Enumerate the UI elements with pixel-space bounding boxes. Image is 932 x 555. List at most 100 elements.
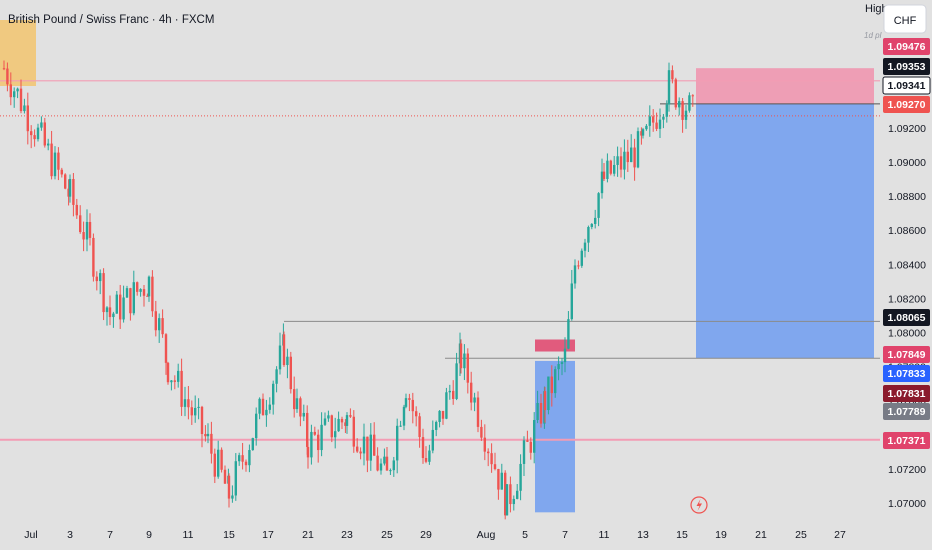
candle-body [529, 441, 532, 453]
candle-body [16, 88, 19, 92]
candle-body [295, 398, 299, 410]
candle-body [623, 151, 626, 170]
candle-body [459, 343, 463, 369]
candle-body [241, 455, 244, 462]
candle-body [554, 369, 557, 394]
candle-body [204, 434, 207, 437]
candle-body [512, 498, 515, 505]
candle-body [369, 434, 372, 461]
candle-body [64, 174, 67, 189]
candle-body [142, 289, 146, 296]
candle-body [206, 433, 210, 437]
candle-body [68, 178, 72, 197]
y-tick-label: 1.08800 [888, 191, 926, 203]
candle-body [383, 456, 386, 464]
short-position-target-zone[interactable] [696, 103, 874, 359]
candle-body [500, 472, 503, 490]
candle-body [258, 398, 261, 414]
price-axis-label[interactable]: 1.07831 [883, 385, 930, 402]
price-axis-label[interactable]: 1.09341 [882, 76, 931, 95]
y-tick-label: 1.08600 [888, 225, 926, 237]
candle-body [379, 463, 383, 471]
price-axis-label[interactable]: 1.07789 [883, 403, 930, 420]
price-axis-label[interactable]: 1.09353 [883, 58, 930, 75]
candle-body [580, 250, 583, 266]
candle-body [536, 403, 539, 421]
candle-body [594, 217, 597, 224]
candle-body [570, 283, 573, 320]
candle-body [445, 392, 448, 419]
candle-body [480, 426, 483, 438]
candle-body [547, 376, 550, 411]
x-tick-label: 13 [637, 529, 649, 541]
candle-body [600, 171, 604, 194]
candle-body [466, 353, 469, 383]
x-tick-label: 19 [715, 529, 727, 541]
candle-body [40, 122, 43, 128]
price-axis-label-bg [883, 96, 930, 113]
candle-body [79, 215, 82, 233]
candle-body [57, 152, 60, 170]
x-tick-label: 9 [146, 529, 152, 541]
price-axis-label-bg [883, 309, 930, 326]
candle-body [286, 356, 289, 366]
candle-body [691, 95, 694, 97]
candle-body [606, 160, 609, 179]
price-axis-label[interactable]: 1.09270 [883, 96, 930, 113]
alert-flash-icon[interactable] [690, 496, 708, 514]
candle-body [164, 334, 168, 363]
candle-body [526, 440, 529, 442]
candle-body [392, 460, 395, 471]
candle-body [306, 446, 310, 458]
candle-body [75, 204, 78, 216]
price-axis-label[interactable]: 1.09476 [883, 38, 930, 55]
currency-button[interactable]: CHF [883, 4, 927, 34]
candle-body [299, 398, 302, 417]
candle-body [616, 156, 619, 165]
candle-body [550, 376, 553, 394]
price-axis-label[interactable]: 1.08065 [883, 309, 930, 326]
candle-body [30, 131, 33, 136]
candle-body [122, 297, 125, 320]
candle-body [210, 433, 213, 454]
candle-body [119, 294, 122, 320]
candle-body [560, 362, 564, 365]
price-axis-label[interactable]: 1.07371 [883, 432, 930, 449]
candle-body [577, 265, 580, 267]
candle-body [306, 412, 309, 447]
candle-body [261, 398, 265, 416]
candle-body [356, 446, 359, 452]
candle-body [268, 404, 271, 410]
candle-body [497, 469, 500, 490]
candle-body [139, 289, 142, 292]
price-axis-label-text: 1.07833 [888, 368, 926, 380]
candle-body [557, 364, 560, 370]
price-axis-label[interactable]: 1.07833 [883, 365, 930, 382]
candle-body [590, 223, 593, 228]
x-tick-label: 25 [381, 529, 393, 541]
price-axis-label-bg [883, 346, 930, 363]
y-tick-label: 1.08400 [888, 259, 926, 271]
candle-body [317, 434, 320, 451]
candle-body [567, 319, 570, 349]
candle-body [640, 131, 643, 136]
price-axis-label[interactable]: 1.07849 [883, 346, 930, 363]
candle-body [609, 160, 612, 174]
candle-body [313, 431, 316, 435]
candle-body [183, 399, 187, 407]
candle-body [154, 311, 157, 331]
candle-body [177, 370, 180, 382]
candle-body [655, 122, 658, 129]
candle-body [227, 475, 231, 499]
candle-body [197, 406, 200, 408]
candle-body [265, 409, 268, 416]
x-tick-label: 23 [341, 529, 353, 541]
candle-body [36, 127, 40, 140]
y-tick-label: 1.08000 [888, 327, 926, 339]
price-axis-label-bg [883, 58, 930, 75]
candle-body [187, 399, 190, 408]
short-position-stop-zone[interactable] [696, 68, 874, 104]
x-tick-label: 29 [420, 529, 432, 541]
